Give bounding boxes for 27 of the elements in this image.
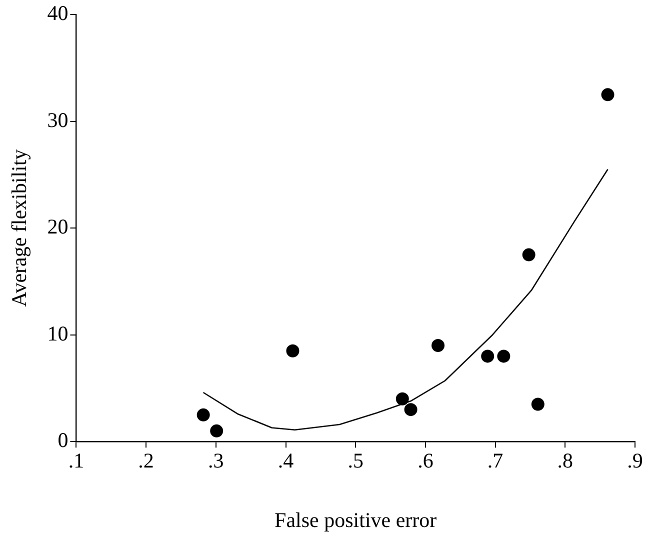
point	[497, 350, 510, 363]
x-tick-label: .4	[278, 448, 294, 473]
point	[522, 248, 536, 262]
x-axis-title: False positive error	[274, 508, 437, 532]
point	[210, 424, 224, 438]
y-axis-title: Average flexibility	[7, 148, 32, 307]
x-tick-label: .6	[418, 448, 434, 473]
x-tick-label: .2	[138, 448, 154, 473]
point	[286, 344, 300, 358]
y-tick-label: 10	[47, 321, 68, 346]
y-tick-label: 20	[47, 214, 68, 239]
y-tick-label: 40	[47, 1, 68, 26]
x-tick-label: .1	[68, 448, 84, 473]
point	[601, 88, 614, 102]
x-tick-label: .5	[348, 448, 364, 473]
point	[531, 398, 544, 411]
x-tick-label: .9	[627, 448, 643, 473]
x-tick-label: .7	[487, 448, 504, 473]
point	[196, 408, 210, 422]
y-tick-label: 0	[58, 428, 68, 452]
x-tick-label: .8	[557, 448, 574, 473]
point	[481, 350, 494, 363]
x-tick-label: .3	[208, 448, 224, 473]
y-tick-label: 30	[47, 108, 68, 132]
point	[432, 339, 445, 352]
point	[396, 392, 409, 406]
point	[404, 403, 418, 416]
